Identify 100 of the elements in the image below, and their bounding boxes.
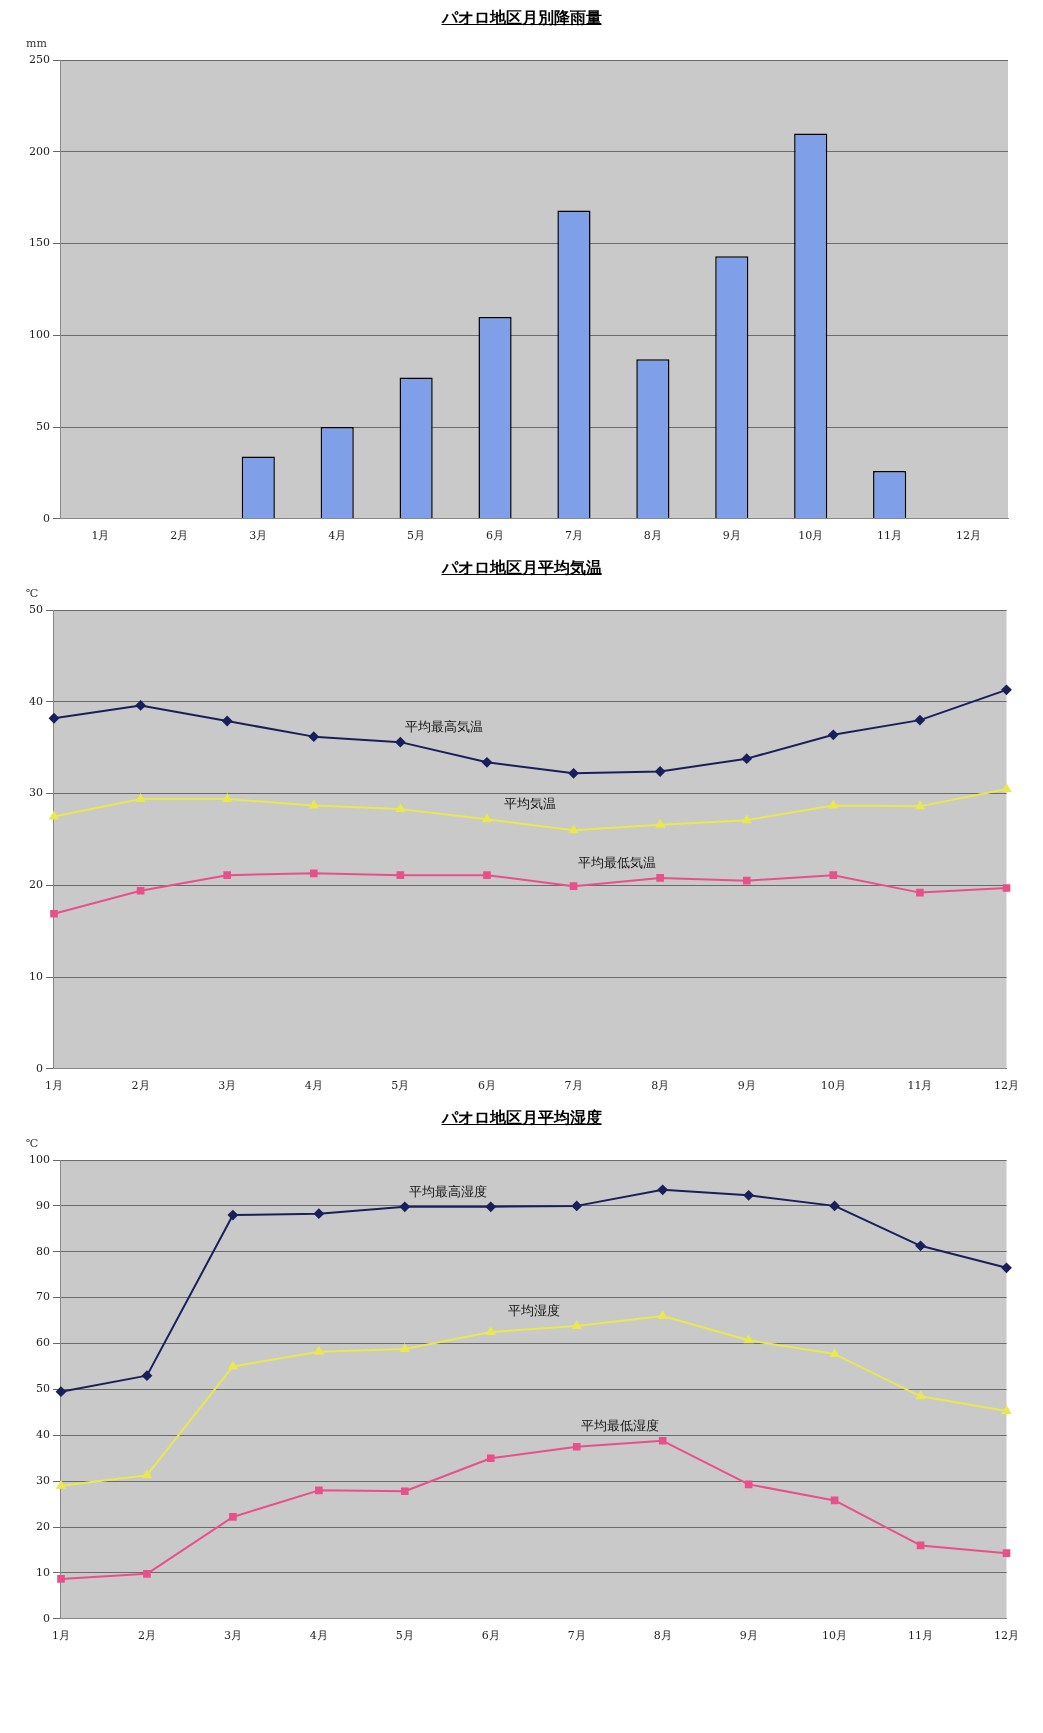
x-tick-label: 1月: [90, 529, 109, 543]
x-tick-label: 10月: [820, 1079, 846, 1093]
x-tick-label: 8月: [653, 1629, 672, 1643]
y-axis-title: ℃: [25, 1137, 38, 1151]
point: [142, 1570, 151, 1578]
y-tick-label: 90: [35, 1198, 50, 1212]
point: [654, 766, 665, 777]
point: [313, 1346, 323, 1355]
x-tick-label: 2月: [169, 529, 188, 543]
x-tick-label: 5月: [390, 1079, 409, 1093]
point: [571, 1200, 582, 1211]
x-tick-label: 5月: [406, 529, 425, 543]
y-tick-label: 70: [35, 1290, 50, 1304]
x-tick-label: 11月: [906, 1079, 932, 1093]
point: [222, 794, 232, 803]
chart-title: パオロ地区月別降雨量: [440, 7, 603, 29]
x-tick-label: 11月: [876, 529, 902, 543]
y-tick-label: 200: [28, 144, 50, 158]
point: [743, 1335, 753, 1344]
x-tick-label: 8月: [643, 529, 662, 543]
point: [399, 1201, 410, 1212]
point: [914, 715, 925, 726]
x-tick-label: 5月: [395, 1629, 414, 1643]
point: [49, 811, 58, 820]
x-tick-label: 9月: [722, 529, 741, 543]
x-tick-label: 3月: [248, 529, 267, 543]
point: [308, 731, 319, 742]
point: [221, 716, 232, 727]
x-tick-label: 9月: [739, 1629, 758, 1643]
x-tick-label: 7月: [564, 1079, 583, 1093]
point: [314, 1486, 323, 1495]
y-tick-label: 20: [35, 1519, 50, 1533]
y-tick-label: 30: [28, 786, 43, 800]
series-label: 平均最高湿度: [408, 1183, 487, 1199]
point: [657, 1310, 667, 1319]
y-tick-label: 10: [35, 1565, 50, 1579]
point: [56, 1480, 65, 1489]
y-axis-title: ℃: [25, 587, 38, 601]
y-axis-title: mm: [25, 37, 47, 51]
point: [742, 876, 751, 885]
x-tick-label: 12月: [955, 529, 981, 543]
y-tick-label: 20: [28, 878, 43, 892]
x-tick-label: 4月: [309, 1629, 328, 1643]
point: [1002, 884, 1010, 892]
point: [1002, 1549, 1010, 1558]
x-tick-label: 3月: [223, 1629, 242, 1643]
series-label: 平均湿度: [507, 1302, 560, 1318]
point: [136, 886, 144, 895]
x-tick-label: 6月: [485, 529, 504, 543]
x-tick-label: 7月: [567, 1629, 586, 1643]
point: [485, 1201, 496, 1212]
point: [395, 804, 405, 813]
point: [481, 757, 492, 768]
point: [828, 871, 837, 880]
point: [914, 801, 924, 810]
point: [135, 794, 145, 803]
point: [399, 1344, 409, 1353]
series-label: 平均気温: [503, 796, 556, 812]
x-tick-label: 8月: [650, 1079, 669, 1093]
y-tick-label: 80: [35, 1244, 50, 1258]
x-tick-label: 4月: [327, 529, 346, 543]
point: [915, 888, 924, 897]
point: [49, 909, 58, 918]
point: [568, 825, 578, 834]
point: [1001, 783, 1011, 792]
point: [741, 753, 752, 764]
point: [569, 882, 577, 891]
y-tick-label: 50: [35, 1382, 50, 1396]
point: [227, 1210, 238, 1221]
x-tick-label: 10月: [821, 1629, 847, 1643]
x-tick-label: 1月: [44, 1079, 63, 1093]
point: [571, 1321, 581, 1330]
x-tick-label: 12月: [993, 1629, 1019, 1643]
y-tick-label: 0: [35, 1061, 43, 1075]
x-tick-label: 12月: [993, 1079, 1019, 1093]
y-tick-label: 50: [28, 602, 43, 616]
y-tick-label: 0: [42, 511, 50, 525]
point: [828, 800, 838, 809]
point: [400, 1487, 409, 1496]
point: [482, 871, 491, 880]
point: [657, 1184, 668, 1195]
y-tick-label: 50: [35, 419, 50, 433]
point: [48, 713, 59, 724]
y-tick-label: 100: [28, 328, 50, 342]
point: [394, 737, 405, 748]
point: [227, 1361, 237, 1370]
x-tick-label: 10月: [797, 529, 823, 543]
series-label: 平均最低湿度: [580, 1417, 659, 1433]
y-tick-label: 40: [35, 1428, 50, 1442]
point: [568, 768, 579, 779]
y-tick-label: 10: [28, 969, 43, 983]
point: [743, 1190, 754, 1201]
point: [1001, 1405, 1011, 1414]
y-tick-label: 0: [42, 1611, 50, 1625]
point: [141, 1370, 152, 1381]
point: [827, 729, 838, 740]
point: [141, 1470, 151, 1479]
point: [915, 1240, 926, 1251]
x-tick-label: 2月: [131, 1079, 150, 1093]
point: [829, 1349, 839, 1358]
